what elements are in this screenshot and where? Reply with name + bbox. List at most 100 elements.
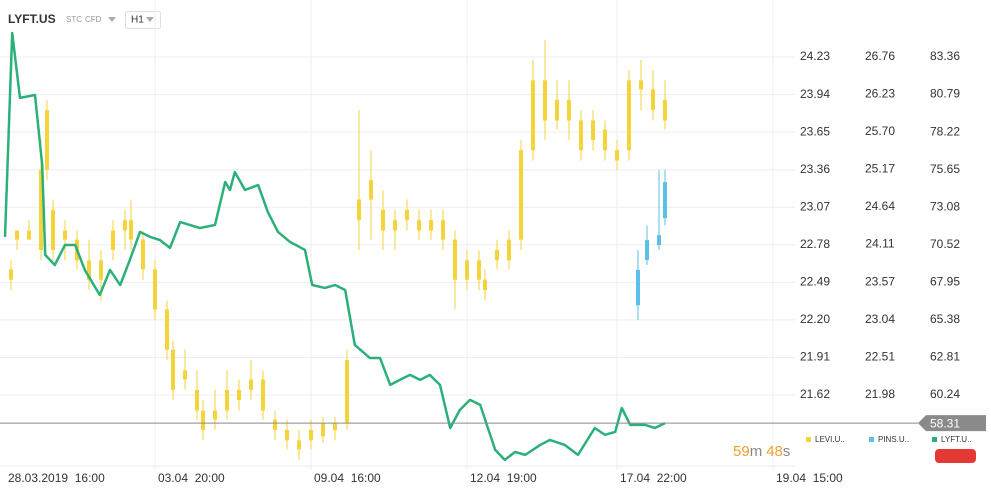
candle-body bbox=[465, 260, 469, 280]
candle-body bbox=[51, 209, 55, 250]
candle-body bbox=[39, 169, 43, 250]
x-tick-label: 19.04 15:00 bbox=[776, 471, 843, 485]
candle-body bbox=[87, 260, 91, 280]
candle-body bbox=[123, 220, 127, 231]
candle-body bbox=[345, 360, 349, 424]
candle-body bbox=[639, 80, 643, 90]
candle-body bbox=[9, 269, 13, 280]
legend-label: LYFT.U.. bbox=[941, 435, 972, 444]
candle-body bbox=[483, 279, 487, 291]
dropdown-arrow[interactable] bbox=[108, 17, 116, 22]
legend-label: PINS.U.. bbox=[878, 435, 909, 444]
x-tick-label: 03.04 20:00 bbox=[158, 471, 225, 485]
candle-body bbox=[261, 379, 265, 411]
y2-tick-label: 26.76 bbox=[865, 49, 895, 63]
x-tick-label: 09.04 16:00 bbox=[314, 471, 381, 485]
y-tick-label: 24.23 bbox=[800, 49, 830, 63]
candle-body bbox=[225, 389, 229, 411]
badge: STC bbox=[66, 15, 82, 24]
candle-body bbox=[663, 99, 667, 121]
symbol-title: LYFT.US bbox=[8, 12, 56, 26]
close-button[interactable] bbox=[935, 449, 976, 463]
legend-swatch bbox=[806, 437, 811, 442]
y3-tick-label: 80.79 bbox=[930, 87, 960, 101]
y3-tick-label: 73.08 bbox=[930, 199, 960, 213]
candle-body bbox=[645, 240, 649, 260]
candle-body bbox=[165, 309, 169, 350]
candle-body bbox=[519, 150, 523, 240]
candle-body bbox=[453, 239, 457, 280]
timeframe-select[interactable] bbox=[125, 11, 161, 29]
candle-body bbox=[543, 80, 547, 121]
candle-body bbox=[495, 249, 499, 261]
y-tick-label: 23.65 bbox=[800, 124, 830, 138]
candle-body bbox=[213, 410, 217, 420]
candle-body bbox=[141, 239, 145, 270]
y-tick-label: 22.49 bbox=[800, 275, 830, 289]
countdown: 59m 48s bbox=[733, 443, 790, 460]
candle-body bbox=[531, 80, 535, 151]
countdown-part: 48 bbox=[766, 443, 783, 460]
candle-body bbox=[309, 429, 313, 441]
candle-body bbox=[249, 379, 253, 390]
candle-body bbox=[45, 110, 49, 170]
candle-body bbox=[555, 99, 559, 121]
candle-body bbox=[651, 89, 655, 111]
candle-body bbox=[99, 260, 103, 280]
candle-body bbox=[237, 389, 241, 401]
candle-body bbox=[579, 120, 583, 151]
x-tick-label: 12.04 19:00 bbox=[470, 471, 537, 485]
countdown-part: 59 bbox=[733, 443, 750, 460]
candle-body bbox=[507, 239, 511, 261]
candle-body bbox=[27, 230, 31, 240]
candle-body bbox=[441, 220, 445, 240]
y-tick-label: 23.36 bbox=[800, 162, 830, 176]
y3-tick-label: 78.22 bbox=[930, 124, 960, 138]
candle-body bbox=[663, 182, 667, 219]
candle-body bbox=[417, 220, 421, 231]
legend-swatch bbox=[869, 437, 874, 442]
x-tick-label: 28.03.2019 16:00 bbox=[8, 471, 105, 485]
y-tick-label: 23.07 bbox=[800, 199, 830, 213]
candle-body bbox=[153, 269, 157, 310]
candle-body bbox=[657, 235, 661, 246]
y3-tick-label: 62.81 bbox=[930, 350, 960, 364]
y2-tick-label: 21.98 bbox=[865, 387, 895, 401]
y2-tick-label: 25.17 bbox=[865, 162, 895, 176]
y3-tick-label: 67.95 bbox=[930, 274, 960, 288]
candle-body bbox=[201, 410, 205, 430]
timeframe[interactable]: H1 bbox=[131, 15, 144, 26]
candle-body bbox=[429, 220, 433, 231]
candle-body bbox=[111, 230, 115, 250]
y-tick-label: 23.94 bbox=[800, 87, 830, 101]
y-tick-label: 21.91 bbox=[800, 350, 830, 364]
y-tick-label: 22.20 bbox=[800, 312, 830, 326]
candle-body bbox=[627, 80, 631, 151]
candle-body bbox=[603, 129, 607, 151]
y3-tick-label: 75.65 bbox=[930, 162, 960, 176]
y2-tick-label: 23.57 bbox=[865, 275, 895, 289]
y2-tick-label: 24.64 bbox=[865, 199, 895, 213]
last-price-label: 58.31 bbox=[930, 416, 960, 430]
y2-tick-label: 26.23 bbox=[865, 87, 895, 101]
candle-body bbox=[129, 220, 133, 240]
countdown-part: m bbox=[750, 443, 763, 460]
y3-tick-label: 65.38 bbox=[930, 312, 960, 326]
legend-swatch bbox=[932, 437, 937, 442]
candle-body bbox=[357, 199, 361, 221]
x-tick-label: 17.04 22:00 bbox=[620, 471, 687, 485]
candle-body bbox=[297, 440, 301, 450]
y2-tick-label: 23.04 bbox=[865, 312, 895, 326]
countdown-part: s bbox=[783, 443, 791, 460]
candle-body bbox=[477, 260, 481, 280]
candle-body bbox=[615, 150, 619, 161]
candle-body bbox=[285, 429, 289, 441]
candle-body bbox=[171, 349, 175, 390]
last-price-badge bbox=[918, 415, 986, 432]
candle-body bbox=[405, 209, 409, 221]
candle-body bbox=[63, 230, 67, 240]
candle-body bbox=[273, 419, 277, 430]
candle-body bbox=[195, 389, 199, 411]
